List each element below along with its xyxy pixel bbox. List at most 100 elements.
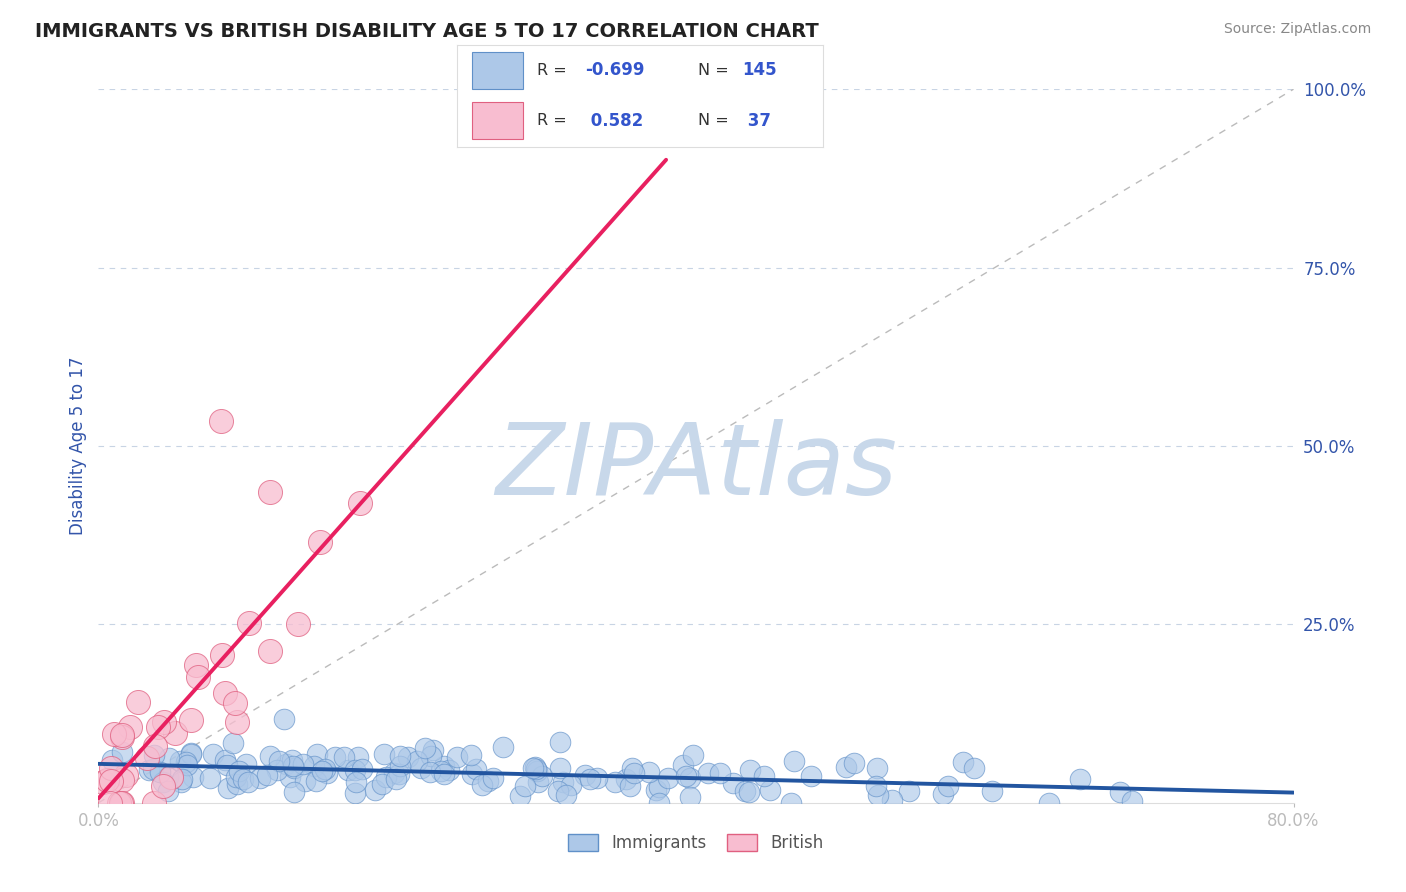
Point <box>336 764 359 778</box>
Point <box>111 728 134 742</box>
Point <box>932 787 955 801</box>
Point <box>170 772 193 786</box>
Point <box>226 777 249 791</box>
Point <box>184 657 207 672</box>
Point <box>135 751 157 765</box>
Point <box>675 769 697 783</box>
Point <box>343 786 366 800</box>
Point <box>259 748 281 763</box>
Text: 0.582: 0.582 <box>585 112 643 129</box>
Point <box>259 485 281 500</box>
Point <box>323 749 346 764</box>
Point <box>865 779 887 793</box>
Point <box>169 755 191 769</box>
Point <box>422 743 444 757</box>
Point <box>898 784 921 798</box>
Point <box>138 763 160 777</box>
Point <box>142 748 165 763</box>
Point <box>1121 794 1143 808</box>
Point <box>439 763 461 777</box>
Text: IMMIGRANTS VS BRITISH DISABILITY AGE 5 TO 17 CORRELATION CHART: IMMIGRANTS VS BRITISH DISABILITY AGE 5 T… <box>35 22 818 41</box>
Point <box>835 760 858 774</box>
Point <box>405 754 427 768</box>
Point <box>382 766 405 780</box>
Point <box>222 736 245 750</box>
Point <box>305 774 328 789</box>
Legend: Immigrants, British: Immigrants, British <box>562 827 830 859</box>
Point <box>678 771 700 785</box>
Point <box>515 779 537 793</box>
Point <box>723 776 745 790</box>
Point <box>621 761 644 775</box>
Point <box>259 643 281 657</box>
Point <box>101 753 124 767</box>
Point <box>294 773 316 788</box>
Point <box>547 784 569 798</box>
Text: R =: R = <box>537 62 572 78</box>
Point <box>292 757 315 772</box>
Point <box>157 770 180 784</box>
Point <box>430 764 453 779</box>
Point <box>697 766 720 780</box>
Point <box>142 762 165 776</box>
Point <box>524 762 547 776</box>
Point <box>585 771 607 785</box>
Point <box>283 759 305 773</box>
Point <box>238 615 260 630</box>
Text: Source: ZipAtlas.com: Source: ZipAtlas.com <box>1223 22 1371 37</box>
FancyBboxPatch shape <box>471 102 523 139</box>
Point <box>509 789 531 803</box>
Point <box>201 747 224 761</box>
Point <box>111 796 134 810</box>
Point <box>647 796 669 810</box>
Point <box>149 765 172 780</box>
Point <box>526 764 548 778</box>
Point <box>605 775 627 789</box>
Point <box>758 783 780 797</box>
Point <box>280 753 302 767</box>
Point <box>388 767 411 781</box>
Point <box>754 769 776 783</box>
Point <box>560 778 582 792</box>
Point <box>657 772 679 786</box>
Point <box>465 762 488 776</box>
Point <box>159 751 181 765</box>
Point <box>180 714 202 728</box>
Point <box>111 730 134 744</box>
Point <box>980 784 1002 798</box>
Text: 145: 145 <box>742 62 776 79</box>
Point <box>389 748 412 763</box>
Point <box>530 769 553 783</box>
Point <box>614 772 637 786</box>
Point <box>311 764 333 778</box>
Point <box>266 763 288 777</box>
Point <box>349 496 371 510</box>
Point <box>146 720 169 734</box>
Point <box>314 763 336 777</box>
Point <box>249 771 271 785</box>
Point <box>433 767 456 781</box>
Point <box>734 784 756 798</box>
Point <box>578 772 600 786</box>
Text: N =: N = <box>699 113 734 128</box>
Point <box>316 766 339 780</box>
Point <box>209 414 232 428</box>
Point <box>460 766 482 780</box>
Point <box>278 770 301 784</box>
Point <box>936 779 959 793</box>
Point <box>623 766 645 780</box>
Point <box>181 771 204 785</box>
Point <box>779 796 801 810</box>
Point <box>385 772 408 787</box>
Point <box>648 780 671 794</box>
Point <box>523 760 546 774</box>
Point <box>373 747 395 761</box>
Point <box>238 774 260 789</box>
Point <box>225 770 247 784</box>
Point <box>952 755 974 769</box>
Point <box>107 796 129 810</box>
Y-axis label: Disability Age 5 to 17: Disability Age 5 to 17 <box>69 357 87 535</box>
Point <box>446 750 468 764</box>
Point <box>554 789 576 803</box>
Point <box>522 761 544 775</box>
